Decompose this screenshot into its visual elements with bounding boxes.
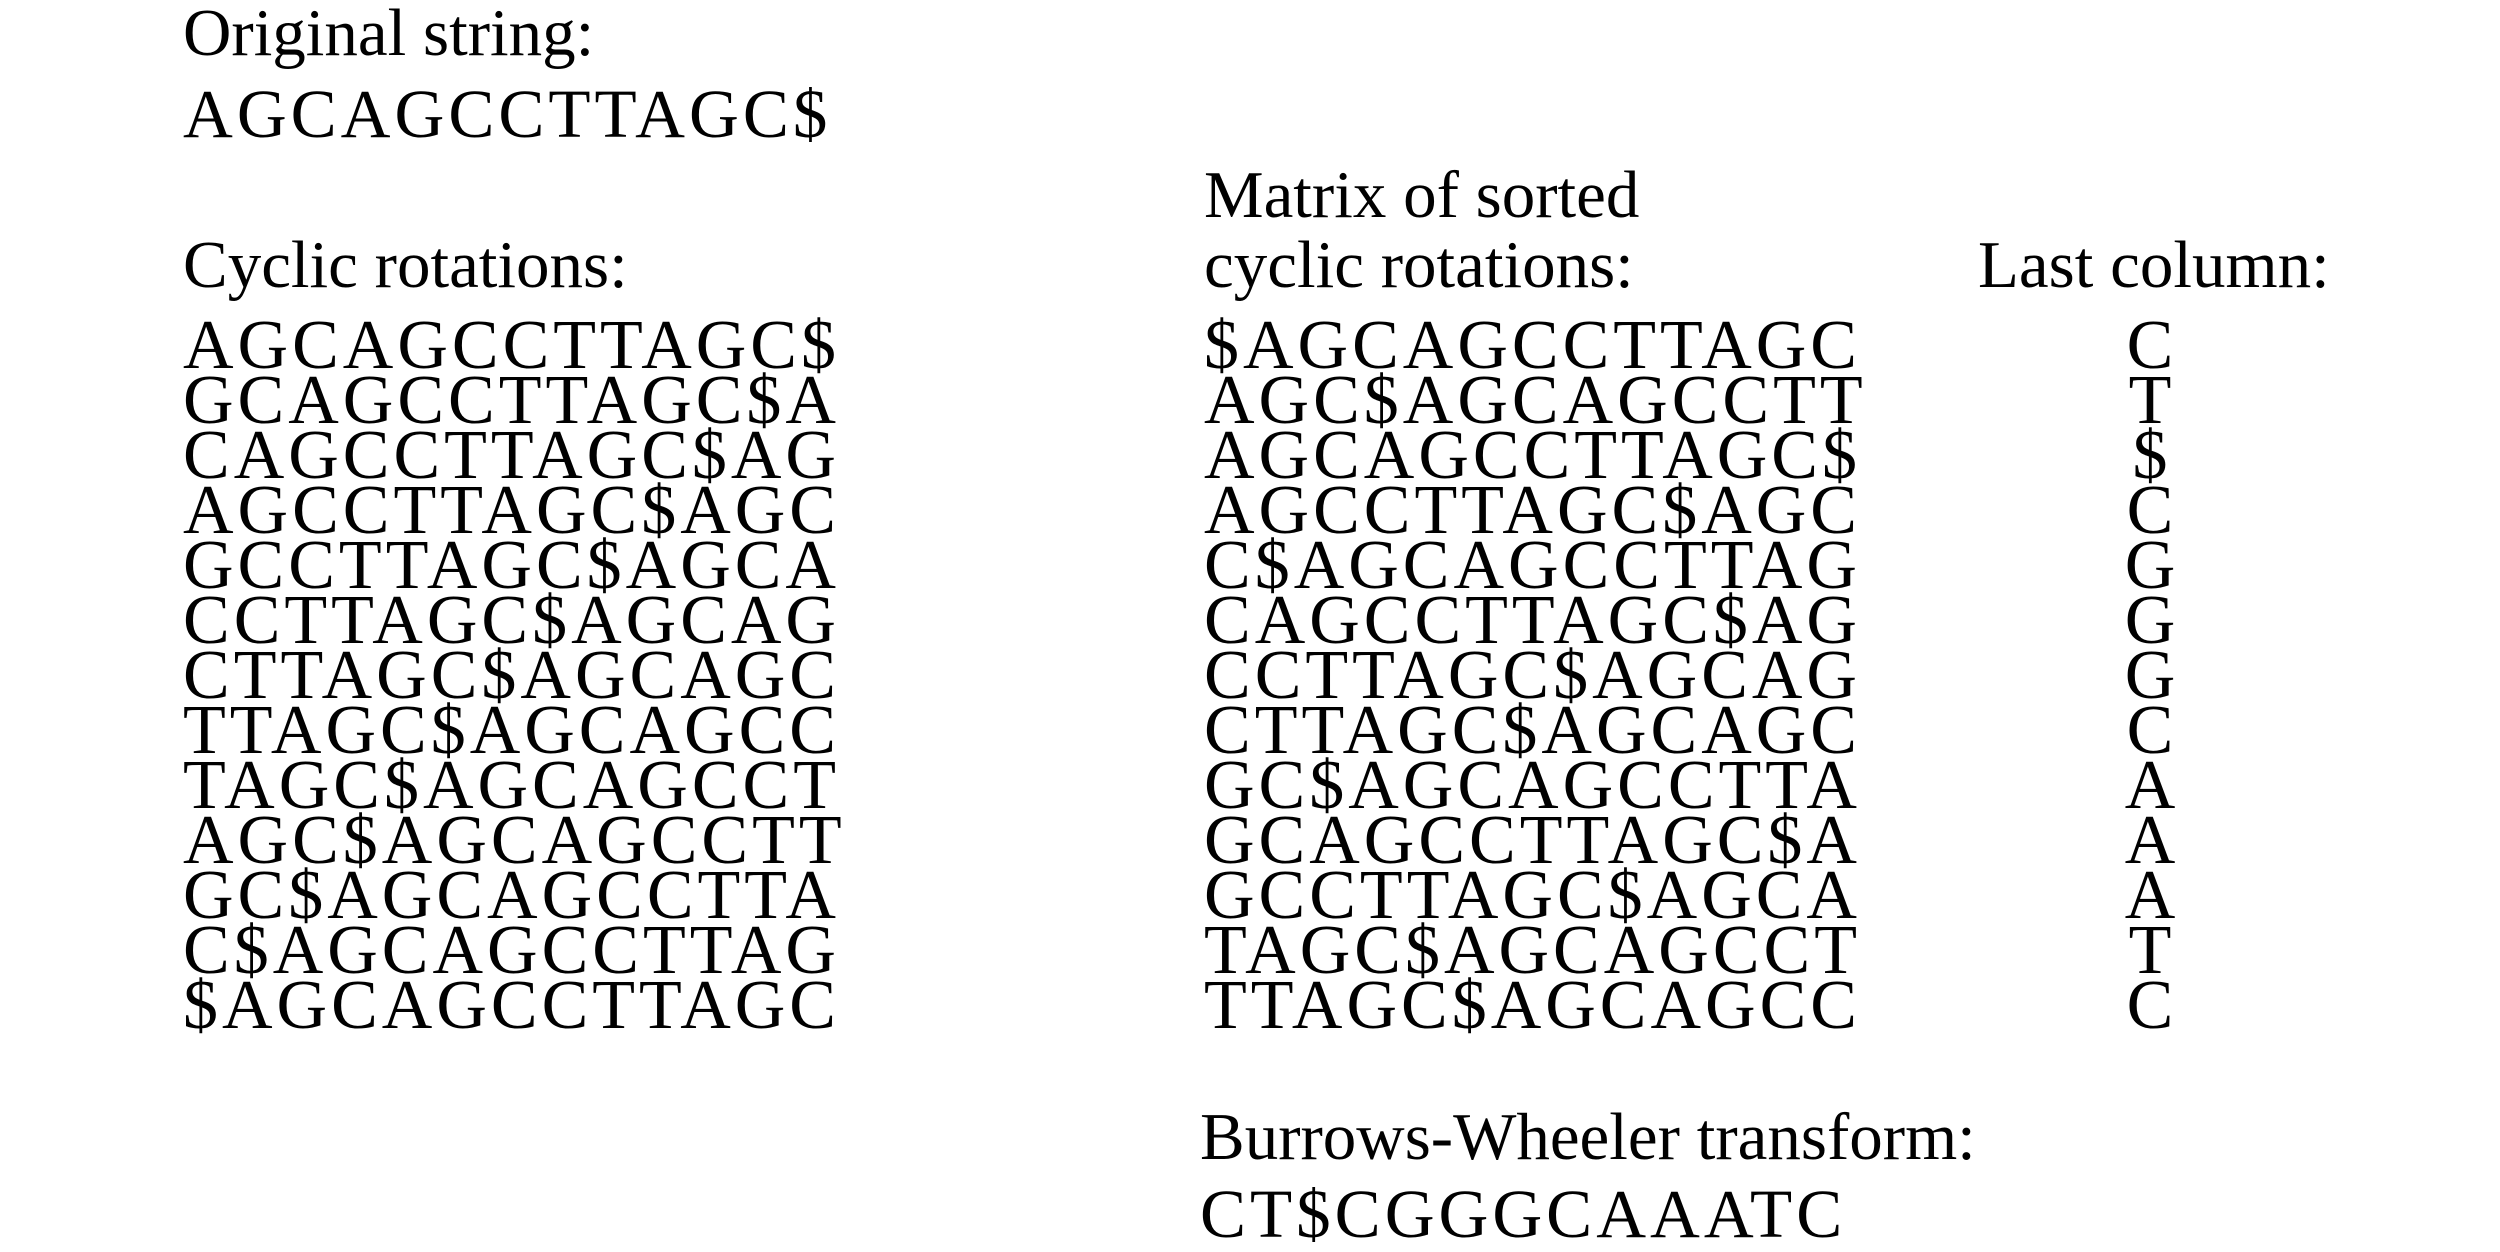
rotation-row: C$AGCAGCCTTAG bbox=[183, 912, 840, 989]
sorted-row: AGCAGCCTTAGC$ bbox=[1204, 417, 1861, 494]
sorted-row: GC$AGCAGCCTTA bbox=[1204, 747, 1861, 824]
last-column-cell: C bbox=[2126, 472, 2174, 549]
last-column-cell: A bbox=[2124, 802, 2176, 879]
sorted-row: TAGC$AGCAGCCT bbox=[1204, 912, 1861, 989]
last-column-heading: Last column: bbox=[1978, 228, 2330, 302]
rotation-row: AGC$AGCAGCCTT bbox=[183, 802, 846, 879]
rotation-row: AGCAGCCTTAGC$ bbox=[183, 307, 840, 384]
sorted-matrix-heading-line1: Matrix of sorted bbox=[1204, 158, 1640, 232]
rotation-row: CAGCCTTAGC$AG bbox=[183, 417, 840, 494]
last-column-cell: C bbox=[2126, 967, 2174, 1044]
rotation-row: GCCTTAGC$AGCA bbox=[183, 527, 840, 604]
cyclic-rotations-list: AGCAGCCTTAGC$ GCAGCCTTAGC$A CAGCCTTAGC$A… bbox=[183, 307, 846, 1044]
rotation-row: TTAGC$AGCAGCC bbox=[183, 692, 840, 769]
sorted-row: TTAGC$AGCAGCC bbox=[1204, 967, 1861, 1044]
sorted-rotations-matrix: $AGCAGCCTTAGC AGC$AGCAGCCTT AGCAGCCTTAGC… bbox=[1204, 307, 1867, 1044]
rotation-row: $AGCAGCCTTAGC bbox=[183, 967, 840, 1044]
sorted-row: C$AGCAGCCTTAG bbox=[1204, 527, 1861, 604]
cyclic-rotations-heading: Cyclic rotations: bbox=[183, 228, 628, 302]
last-column-cell: T bbox=[2128, 362, 2172, 439]
sorted-row: CAGCCTTAGC$AG bbox=[1204, 582, 1861, 659]
last-column-cell: A bbox=[2124, 857, 2176, 934]
last-column-cell: $ bbox=[2132, 417, 2168, 494]
rotation-row: AGCCTTAGC$AGC bbox=[183, 472, 840, 549]
rotation-row: GCAGCCTTAGC$A bbox=[183, 362, 840, 439]
last-column-cell: G bbox=[2124, 582, 2176, 659]
sorted-row: GCAGCCTTAGC$A bbox=[1204, 802, 1861, 879]
rotation-row: TAGC$AGCAGCCT bbox=[183, 747, 840, 824]
last-column-cell: G bbox=[2124, 527, 2176, 604]
sorted-matrix-heading-line2: cyclic rotations: bbox=[1204, 228, 1634, 302]
last-column-cell: A bbox=[2124, 747, 2176, 824]
original-string-heading: Original string: bbox=[183, 0, 595, 70]
last-column-cell: G bbox=[2124, 637, 2176, 714]
sorted-row: AGC$AGCAGCCTT bbox=[1204, 362, 1867, 439]
last-column-list: C T $ C G G G C A A A T C bbox=[2108, 307, 2192, 1044]
rotation-row: CTTAGC$AGCAGC bbox=[183, 637, 840, 714]
sorted-row: AGCCTTAGC$AGC bbox=[1204, 472, 1861, 549]
sorted-row: GCCTTAGC$AGCA bbox=[1204, 857, 1861, 934]
sorted-row: $AGCAGCCTTAGC bbox=[1204, 307, 1861, 384]
last-column-cell: C bbox=[2126, 307, 2174, 384]
sorted-row: CCTTAGC$AGCAG bbox=[1204, 637, 1861, 714]
last-column-cell: C bbox=[2126, 692, 2174, 769]
rotation-row: GC$AGCAGCCTTA bbox=[183, 857, 840, 934]
rotation-row: CCTTAGC$AGCAG bbox=[183, 582, 840, 659]
last-column-cell: T bbox=[2128, 912, 2172, 989]
bwt-string: CT$CGGGCAAATC bbox=[1200, 1176, 1847, 1252]
original-string: AGCAGCCTTAGC$ bbox=[183, 76, 832, 152]
bwt-heading: Burrows-Wheeler transform: bbox=[1200, 1100, 1976, 1174]
sorted-row: CTTAGC$AGCAGC bbox=[1204, 692, 1861, 769]
